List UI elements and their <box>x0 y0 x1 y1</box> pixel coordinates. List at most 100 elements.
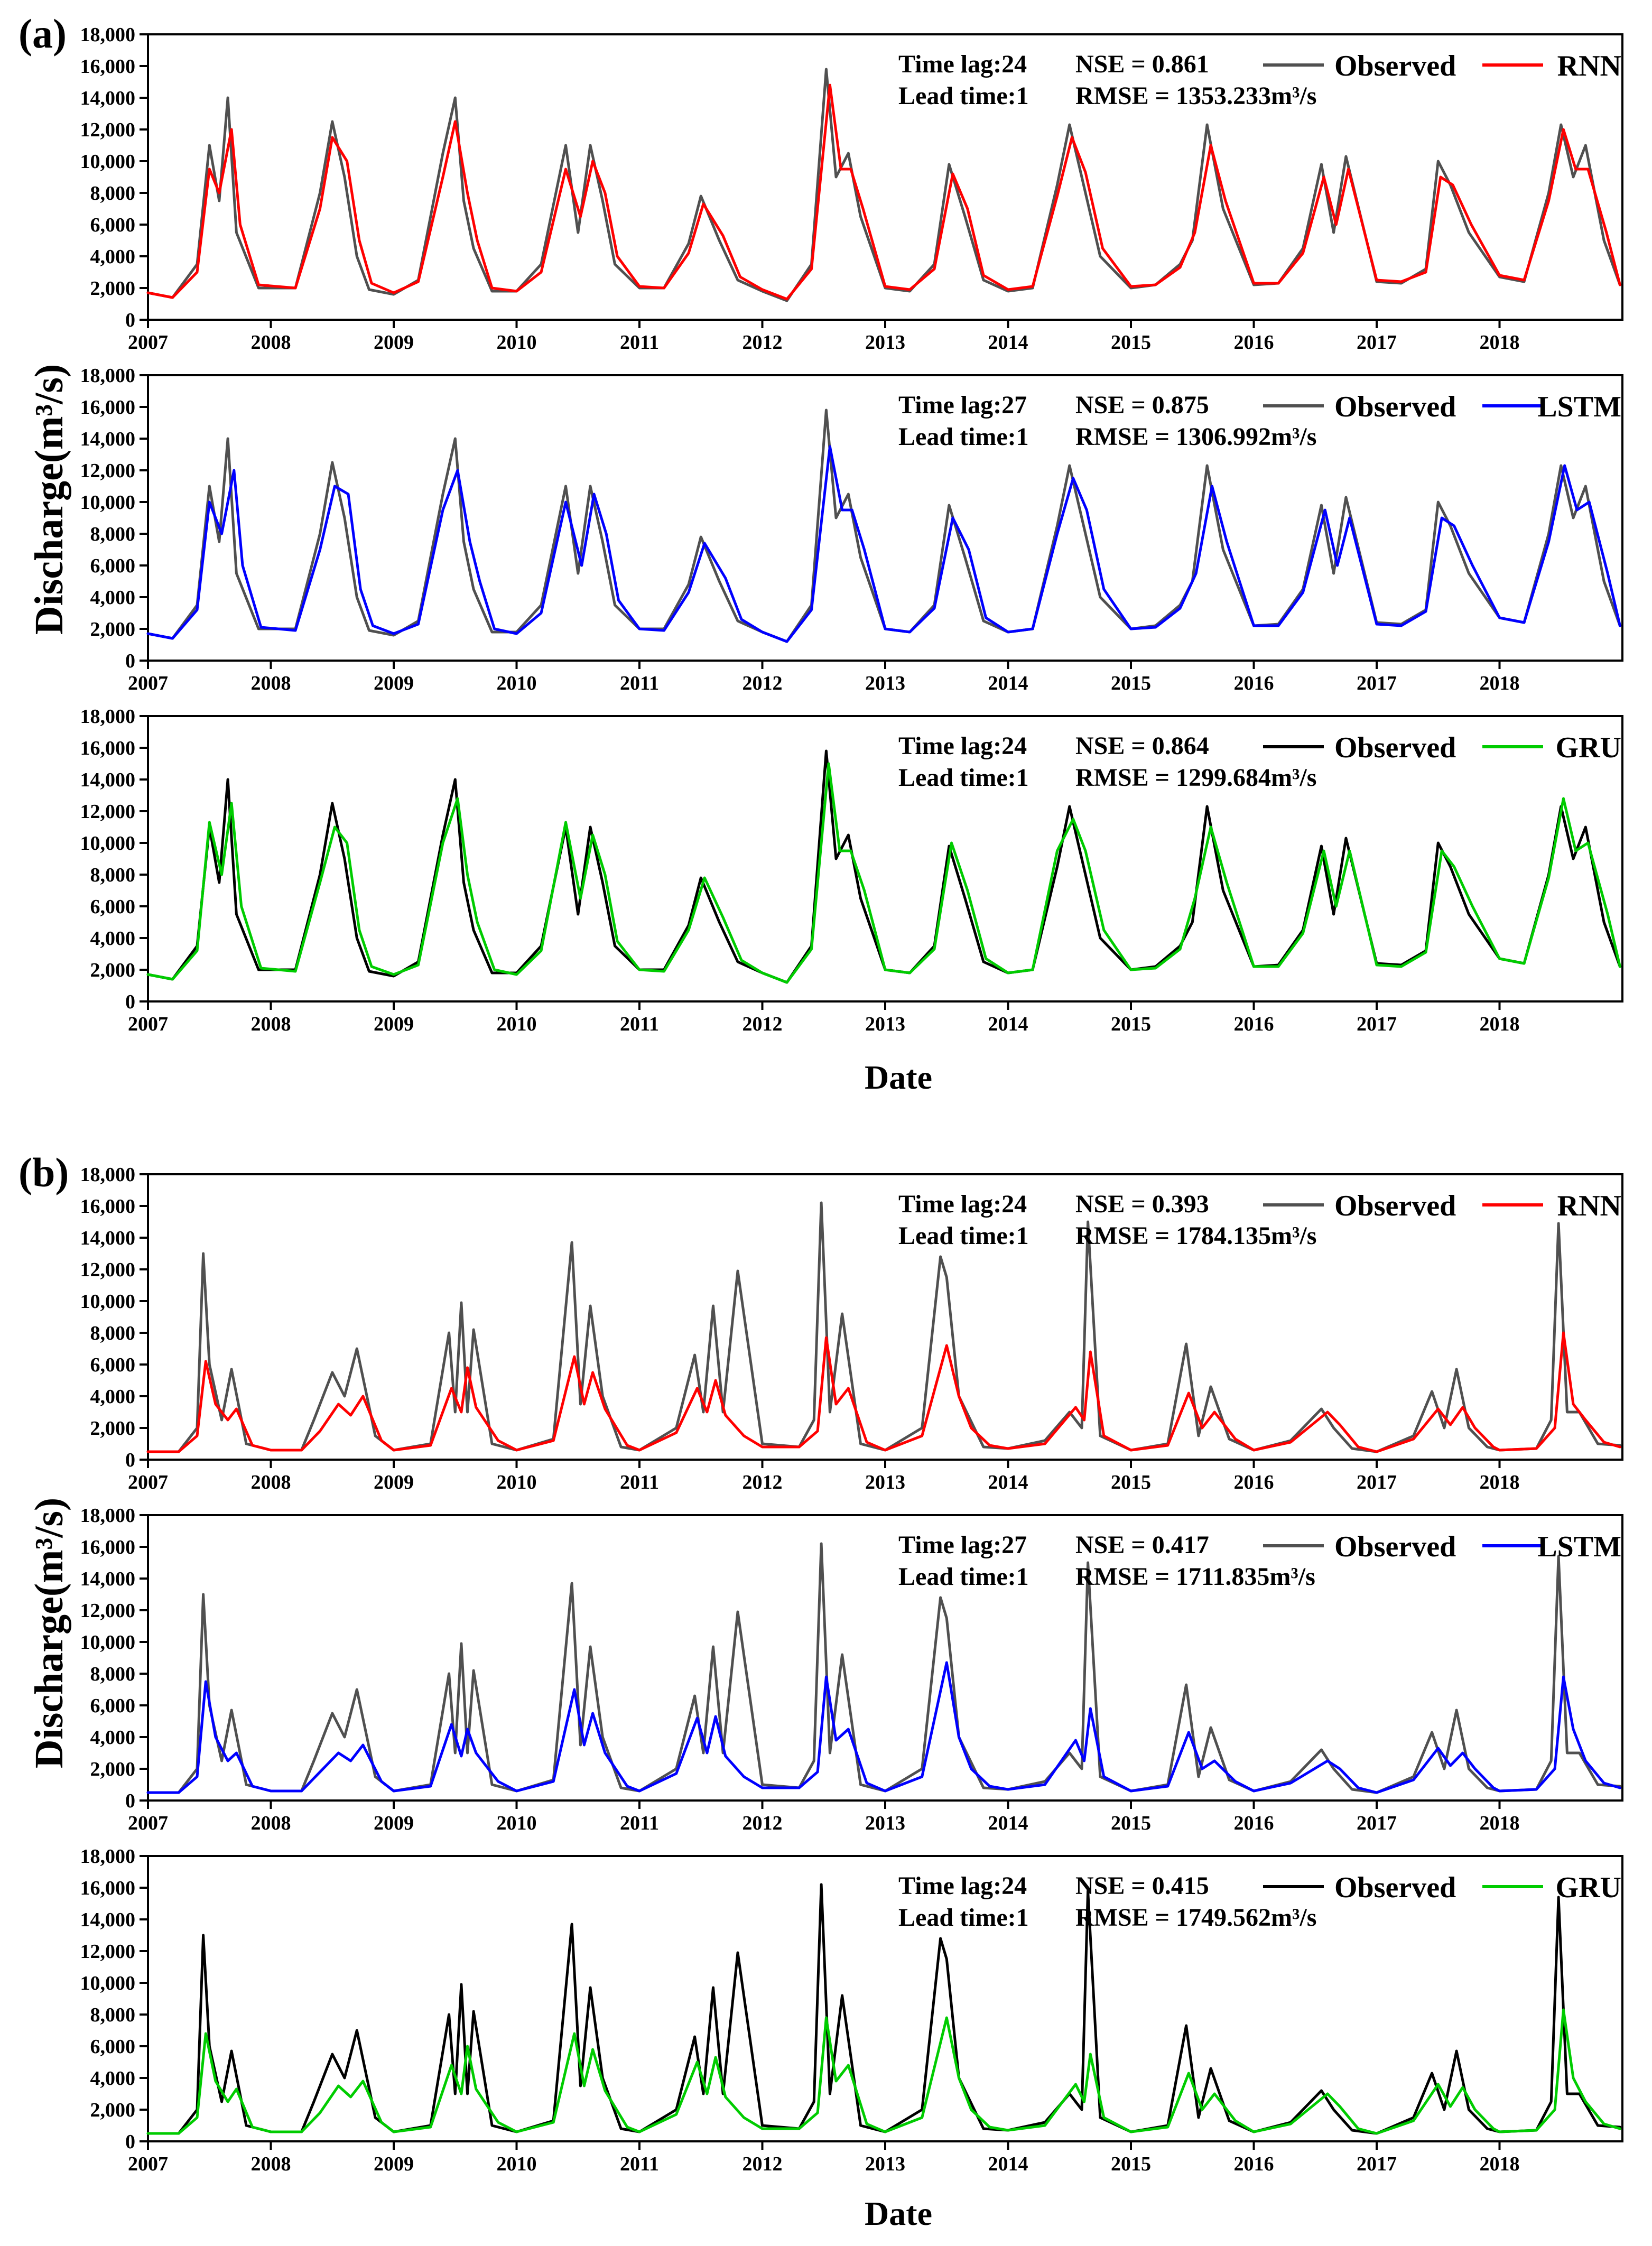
x-tick-label: 2010 <box>497 331 537 354</box>
y-tick-label: 12,000 <box>80 1600 136 1622</box>
y-tick-label: 14,000 <box>80 1568 136 1590</box>
y-tick-label: 4,000 <box>90 1386 136 1408</box>
y-tick-label: 16,000 <box>80 1877 136 1899</box>
y-tick-label: 0 <box>125 650 135 672</box>
plot-area <box>147 715 1623 1003</box>
y-tick-label: 2,000 <box>90 2099 136 2121</box>
gru-line <box>146 2008 1621 2135</box>
x-tick-label: 2009 <box>374 331 414 354</box>
x-tick-label: 2007 <box>128 1013 168 1035</box>
x-tick-label: 2014 <box>988 672 1028 694</box>
x-tick-label: 2011 <box>620 331 659 354</box>
x-tick-label: 2015 <box>1111 331 1151 354</box>
observed-line <box>146 1883 1621 2135</box>
lead-time-label: Lead time:1 <box>898 1222 1029 1250</box>
observed-line <box>146 1201 1621 1453</box>
x-tick-label: 2007 <box>128 331 168 354</box>
x-tick-label: 2013 <box>865 672 905 694</box>
x-tick-label: 2015 <box>1111 1812 1151 1834</box>
x-tick-label: 2016 <box>1234 672 1274 694</box>
x-tick-label: 2011 <box>620 2153 659 2175</box>
y-tick-label: 4,000 <box>90 246 136 268</box>
rmse-label: RMSE = 1711.835m³/s <box>1075 1563 1315 1591</box>
y-tick-label: 16,000 <box>80 55 136 78</box>
y-tick-label: 6,000 <box>90 1695 136 1717</box>
x-tick-label: 2017 <box>1357 2153 1397 2175</box>
y-tick-label: 2,000 <box>90 1758 136 1780</box>
y-tick-label: 6,000 <box>90 214 136 236</box>
x-tick-label: 2017 <box>1357 1812 1397 1834</box>
y-tick-label: 6,000 <box>90 555 136 577</box>
x-tick-label: 2015 <box>1111 2153 1151 2175</box>
legend-observed-label: Observed <box>1334 1871 1456 1904</box>
x-axis-title-a: Date <box>865 1059 932 1096</box>
lead-time-label: Lead time:1 <box>898 82 1029 110</box>
y-tick-label: 10,000 <box>80 151 136 173</box>
y-tick-label: 4,000 <box>90 927 136 950</box>
y-tick-label: 10,000 <box>80 1631 136 1654</box>
y-tick-label: 6,000 <box>90 1354 136 1376</box>
x-tick-label: 2016 <box>1234 2153 1274 2175</box>
plot-area <box>147 1514 1623 1802</box>
x-tick-label: 2010 <box>497 672 537 694</box>
x-tick-label: 2013 <box>865 331 905 354</box>
x-tick-label: 2008 <box>251 1471 291 1493</box>
plot-area <box>147 374 1623 662</box>
observed-line <box>146 1542 1621 1794</box>
y-tick-label: 4,000 <box>90 1727 136 1749</box>
x-tick-label: 2010 <box>497 2153 537 2175</box>
x-tick-label: 2018 <box>1480 331 1520 354</box>
x-tick-label: 2007 <box>128 1812 168 1834</box>
x-tick-label: 2013 <box>865 2153 905 2175</box>
rmse-label: RMSE = 1299.684m³/s <box>1075 764 1316 792</box>
rnn-line <box>146 1331 1621 1453</box>
y-tick-label: 14,000 <box>80 428 136 450</box>
y-tick-label: 2,000 <box>90 959 136 981</box>
lead-time-label: Lead time:1 <box>898 1563 1029 1591</box>
x-tick-label: 2010 <box>497 1812 537 1834</box>
subplot-b-gru: 0 2,000 4,000 6,000 8,000 10,000 12,000 14,000 1… <box>80 1845 1623 2175</box>
y-tick-label: 10,000 <box>80 1972 136 1994</box>
y-tick-label: 14,000 <box>80 1227 136 1249</box>
x-tick-label: 2013 <box>865 1013 905 1035</box>
rmse-label: RMSE = 1784.135m³/s <box>1075 1222 1316 1250</box>
plot-area <box>147 33 1623 321</box>
y-tick-label: 12,000 <box>80 460 136 482</box>
x-tick-label: 2018 <box>1480 1013 1520 1035</box>
y-tick-label: 8,000 <box>90 1663 136 1685</box>
observed-line <box>146 68 1621 302</box>
y-tick-label: 10,000 <box>80 1291 136 1313</box>
y-tick-label: 10,000 <box>80 832 136 855</box>
y-tick-label: 12,000 <box>80 1259 136 1281</box>
x-tick-label: 2016 <box>1234 1471 1274 1493</box>
legend-gru-label: GRU <box>1556 1871 1621 1904</box>
x-tick-label: 2017 <box>1357 1471 1397 1493</box>
y-tick-label: 16,000 <box>80 396 136 419</box>
legend-observed-label: Observed <box>1334 731 1456 764</box>
x-tick-label: 2007 <box>128 672 168 694</box>
plot-area <box>147 1855 1623 2142</box>
x-tick-label: 2012 <box>743 1471 783 1493</box>
lead-time-label: Lead time:1 <box>898 764 1029 792</box>
x-tick-label: 2008 <box>251 672 291 694</box>
x-tick-label: 2014 <box>988 2153 1028 2175</box>
x-tick-label: 2009 <box>374 672 414 694</box>
y-tick-label: 12,000 <box>80 119 136 141</box>
x-tick-label: 2011 <box>620 1471 659 1493</box>
legend-observed-label: Observed <box>1334 1190 1456 1222</box>
y-tick-label: 8,000 <box>90 2004 136 2026</box>
y-tick-label: 18,000 <box>80 1505 136 1527</box>
x-tick-label: 2008 <box>251 331 291 354</box>
subplot-b-rnn: 0 2,000 4,000 6,000 8,000 10,000 12,000 14,000 1… <box>80 1164 1623 1493</box>
plot-area <box>147 1173 1623 1461</box>
legend-observed-label: Observed <box>1334 50 1456 82</box>
y-tick-label: 16,000 <box>80 737 136 759</box>
y-tick-label: 4,000 <box>90 587 136 609</box>
x-tick-label: 2016 <box>1234 1812 1274 1834</box>
lead-time-label: Lead time:1 <box>898 1904 1029 1932</box>
y-tick-label: 8,000 <box>90 182 136 205</box>
x-tick-label: 2008 <box>251 1812 291 1834</box>
y-tick-label: 2,000 <box>90 1417 136 1440</box>
y-tick-label: 12,000 <box>80 801 136 823</box>
